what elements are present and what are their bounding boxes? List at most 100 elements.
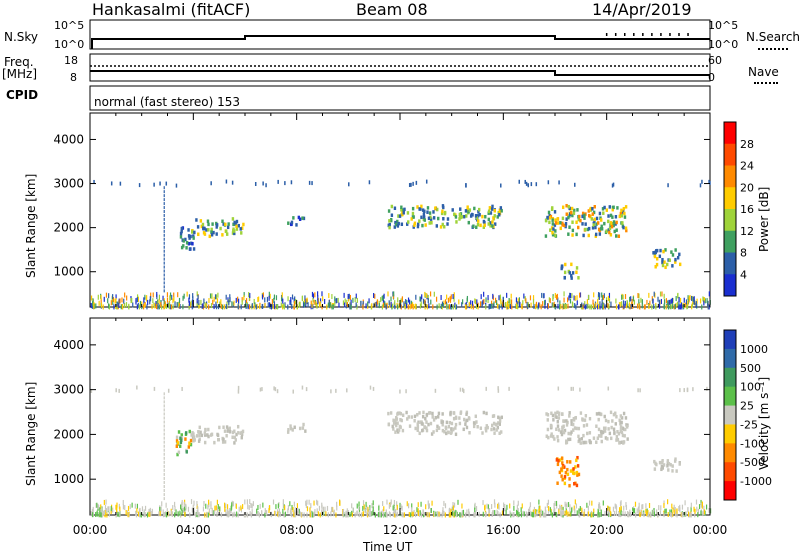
echo-cell bbox=[106, 512, 108, 518]
echo-cell bbox=[681, 511, 683, 517]
echo-cell bbox=[622, 511, 624, 517]
echo-cell bbox=[450, 508, 452, 514]
echo-cell bbox=[608, 230, 611, 235]
echo-column bbox=[163, 424, 165, 428]
echo-cell bbox=[679, 304, 682, 310]
echo-cell bbox=[602, 304, 605, 310]
echo-cell bbox=[496, 425, 500, 430]
echo-cell bbox=[430, 220, 433, 225]
echo-cell bbox=[193, 500, 195, 506]
echo-cell bbox=[485, 297, 487, 303]
echo-cell bbox=[577, 217, 580, 222]
echo-cell bbox=[490, 207, 494, 211]
echo-cell bbox=[584, 301, 586, 307]
echo-cell bbox=[541, 292, 543, 298]
ytick-label-vel-2: 2000 bbox=[53, 427, 84, 441]
echo-cell bbox=[482, 500, 484, 506]
echo-cell bbox=[267, 302, 269, 308]
echo-cell bbox=[92, 506, 94, 512]
echo-cell bbox=[137, 296, 140, 302]
echo-cell bbox=[489, 303, 491, 309]
echo-cell bbox=[700, 499, 702, 505]
echo-cell bbox=[421, 414, 425, 419]
echo-cell bbox=[620, 500, 622, 506]
echo-cell bbox=[90, 303, 92, 309]
echo-cell bbox=[432, 304, 434, 310]
echo-cell bbox=[412, 511, 414, 517]
echo-cell bbox=[242, 504, 244, 510]
echo-cell bbox=[588, 213, 591, 218]
echo-cell bbox=[533, 303, 535, 309]
echo-cell bbox=[530, 511, 532, 517]
echo-cell bbox=[233, 231, 236, 236]
echo-cell bbox=[487, 217, 490, 222]
echo-cell bbox=[416, 205, 419, 209]
freq-unit-label: [MHz] bbox=[2, 67, 38, 81]
echo-cell bbox=[144, 302, 146, 308]
echo-cell bbox=[294, 509, 296, 515]
echo-cell bbox=[621, 433, 625, 438]
echo-cell bbox=[427, 216, 431, 221]
echo-cell bbox=[100, 509, 102, 515]
sparse-echo bbox=[461, 387, 464, 392]
echo-cell bbox=[551, 230, 554, 235]
echo-cell bbox=[477, 209, 480, 214]
echo-cell bbox=[678, 296, 680, 302]
echo-cell bbox=[426, 304, 428, 310]
echo-cell bbox=[684, 511, 686, 517]
colorbar-power-swatch bbox=[724, 230, 736, 253]
echo-cell bbox=[579, 218, 582, 223]
echo-cell bbox=[190, 300, 192, 306]
echo-cell bbox=[677, 292, 679, 298]
echo-cell bbox=[546, 418, 549, 422]
echo-cell bbox=[493, 509, 495, 515]
echo-cell bbox=[226, 304, 228, 310]
echo-cell bbox=[396, 511, 399, 517]
echo-cell bbox=[571, 471, 575, 475]
echo-cell bbox=[430, 507, 432, 513]
echo-cell bbox=[456, 511, 458, 517]
echo-cell bbox=[437, 411, 441, 416]
sparse-echo bbox=[237, 389, 240, 394]
echo-cell bbox=[663, 512, 665, 518]
echo-cell bbox=[560, 505, 562, 511]
echo-cell bbox=[435, 224, 439, 228]
echo-cell bbox=[538, 499, 540, 505]
echo-cell bbox=[226, 301, 228, 307]
echo-cell bbox=[338, 302, 340, 308]
colorbar-vel-swatch bbox=[724, 386, 736, 407]
echo-cell bbox=[374, 302, 376, 308]
echo-cell bbox=[658, 460, 662, 465]
echo-cell bbox=[607, 295, 610, 301]
echo-cell bbox=[199, 219, 203, 223]
echo-cell bbox=[112, 507, 114, 513]
echo-cell bbox=[144, 294, 146, 300]
echo-cell bbox=[608, 226, 612, 231]
ytick-label-power-3: 1000 bbox=[53, 265, 84, 279]
echo-cell bbox=[169, 295, 171, 301]
echo-cell bbox=[246, 302, 249, 308]
colorbar-power-swatch bbox=[724, 274, 736, 297]
echo-cell bbox=[607, 419, 610, 424]
echo-cell bbox=[110, 506, 112, 512]
echo-cell bbox=[530, 302, 532, 308]
echo-cell bbox=[169, 292, 172, 298]
echo-cell bbox=[298, 302, 300, 308]
echo-cell bbox=[452, 502, 454, 508]
echo-cell bbox=[363, 504, 365, 510]
echo-cell bbox=[693, 299, 696, 305]
echo-cell bbox=[421, 208, 425, 212]
echo-cell bbox=[266, 296, 269, 302]
echo-cell bbox=[570, 210, 573, 215]
echo-cell bbox=[506, 504, 508, 510]
echo-cell bbox=[440, 211, 444, 216]
echo-cell bbox=[687, 511, 690, 517]
echo-cell bbox=[169, 304, 171, 310]
echo-cell bbox=[185, 241, 189, 245]
echo-column bbox=[163, 261, 165, 265]
echo-cell bbox=[324, 506, 326, 512]
echo-cell bbox=[188, 294, 191, 300]
colorbar-vel-frame bbox=[723, 329, 737, 501]
echo-cell bbox=[449, 431, 453, 435]
echo-cell bbox=[303, 302, 305, 308]
